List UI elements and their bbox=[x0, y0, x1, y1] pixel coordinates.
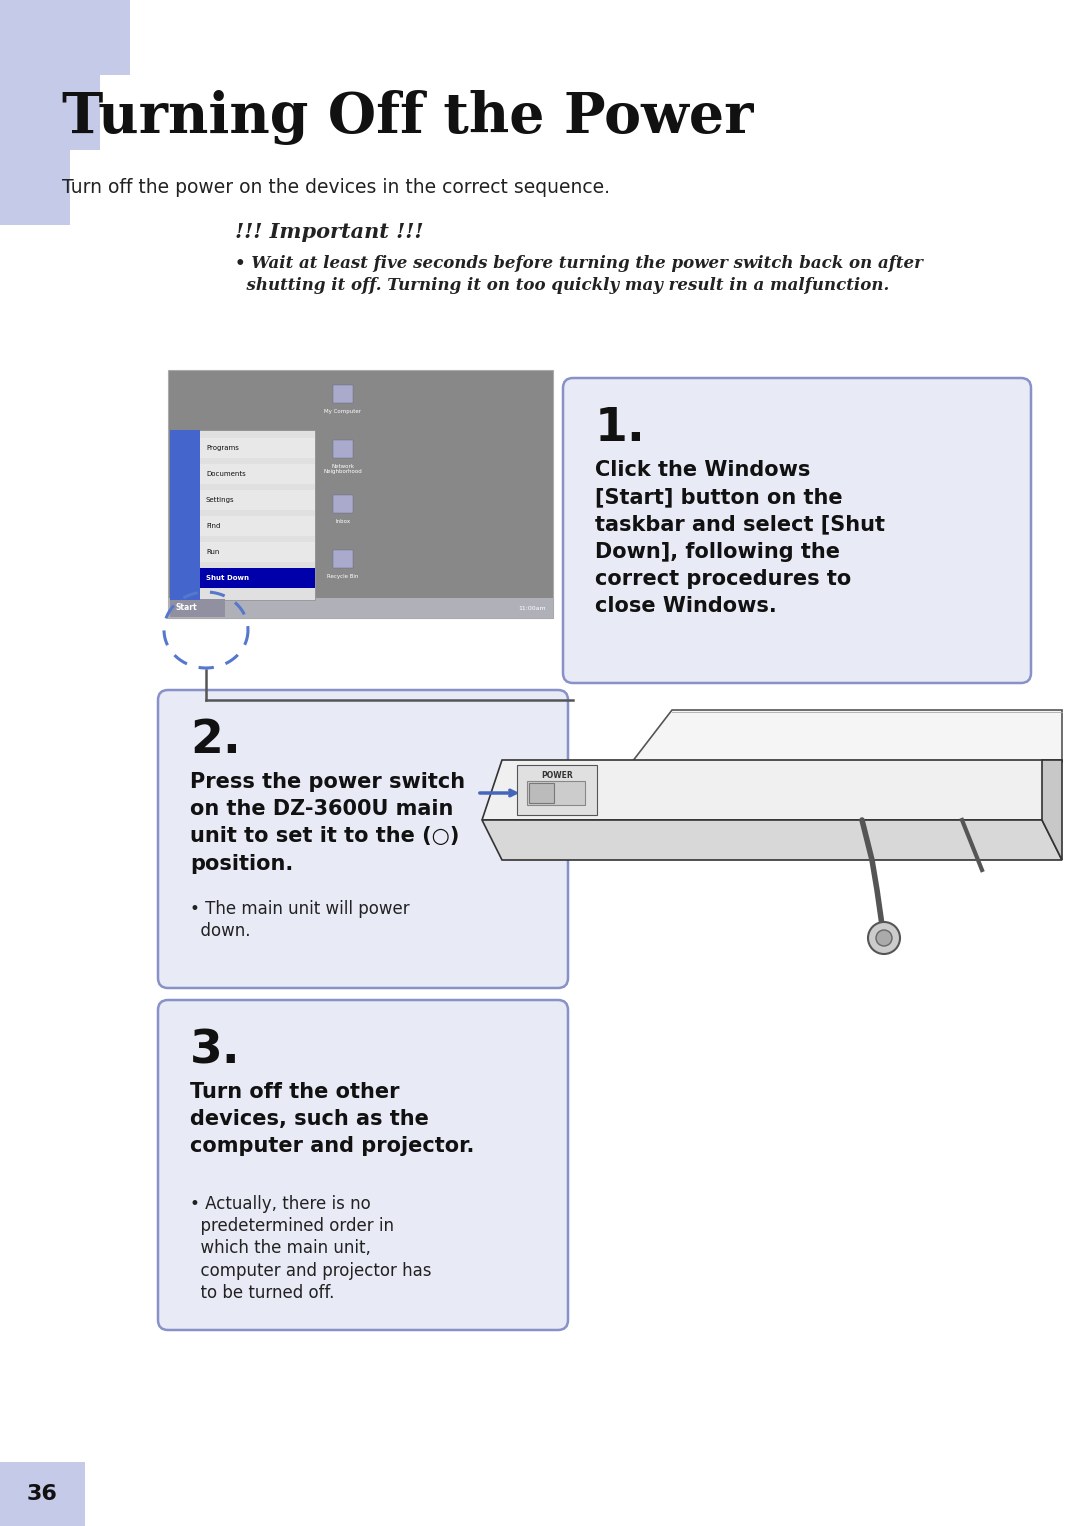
Bar bbox=[200, 542, 315, 562]
Bar bbox=[0, 75, 100, 150]
Text: 36: 36 bbox=[27, 1483, 57, 1505]
Bar bbox=[333, 439, 353, 458]
Polygon shape bbox=[1042, 760, 1062, 861]
Text: POWER: POWER bbox=[541, 771, 572, 780]
Bar bbox=[529, 783, 554, 803]
Text: !!! Important !!!: !!! Important !!! bbox=[235, 221, 423, 243]
Bar bbox=[333, 385, 353, 403]
Polygon shape bbox=[482, 760, 1062, 819]
Circle shape bbox=[876, 929, 892, 946]
Bar bbox=[200, 490, 315, 510]
Text: Settings: Settings bbox=[206, 497, 234, 504]
Bar bbox=[0, 0, 130, 75]
Bar bbox=[168, 369, 553, 618]
Text: 3.: 3. bbox=[190, 1029, 241, 1073]
Bar bbox=[333, 494, 353, 513]
Bar bbox=[200, 438, 315, 458]
Text: Find: Find bbox=[206, 523, 220, 530]
Bar bbox=[200, 516, 315, 536]
Text: Turn off the power on the devices in the correct sequence.: Turn off the power on the devices in the… bbox=[62, 179, 610, 197]
Text: Inbox: Inbox bbox=[336, 519, 351, 523]
Bar bbox=[517, 765, 597, 815]
Bar bbox=[0, 1462, 85, 1526]
Text: Run: Run bbox=[206, 549, 219, 555]
Bar bbox=[200, 568, 315, 588]
Text: My Computer: My Computer bbox=[324, 409, 362, 414]
Text: Documents: Documents bbox=[206, 472, 246, 478]
Bar bbox=[170, 430, 200, 600]
Text: Turn off the other
devices, such as the
computer and projector.: Turn off the other devices, such as the … bbox=[190, 1082, 474, 1157]
FancyBboxPatch shape bbox=[563, 378, 1031, 684]
Bar bbox=[333, 549, 353, 568]
Text: • Wait at least five seconds before turning the power switch back on after
  shu: • Wait at least five seconds before turn… bbox=[235, 255, 923, 295]
Text: 1.: 1. bbox=[595, 406, 646, 452]
Bar bbox=[168, 598, 553, 618]
Bar bbox=[170, 600, 225, 617]
Bar bbox=[0, 150, 70, 224]
Text: Network
Neighborhood: Network Neighborhood bbox=[324, 464, 363, 475]
Text: Recycle Bin: Recycle Bin bbox=[327, 574, 359, 578]
Text: • Actually, there is no
  predetermined order in
  which the main unit,
  comput: • Actually, there is no predetermined or… bbox=[190, 1195, 432, 1302]
Bar bbox=[170, 430, 315, 600]
Text: Press the power switch
on the DZ-3600U main
unit to set it to the (○)
position.: Press the power switch on the DZ-3600U m… bbox=[190, 772, 465, 873]
Text: Programs: Programs bbox=[206, 446, 239, 452]
Text: • The main unit will power
  down.: • The main unit will power down. bbox=[190, 900, 409, 940]
FancyBboxPatch shape bbox=[158, 1000, 568, 1331]
Bar bbox=[200, 464, 315, 484]
Circle shape bbox=[868, 922, 900, 954]
Text: Restart: Restart bbox=[206, 575, 231, 581]
Text: 2.: 2. bbox=[190, 719, 241, 763]
Polygon shape bbox=[482, 819, 1062, 861]
Bar bbox=[527, 781, 585, 806]
Text: 11:00am: 11:00am bbox=[518, 606, 545, 610]
Text: Start: Start bbox=[176, 603, 198, 612]
Polygon shape bbox=[632, 710, 1062, 761]
Text: Click the Windows
[Start] button on the
taskbar and select [Shut
Down], followin: Click the Windows [Start] button on the … bbox=[595, 459, 885, 617]
Bar bbox=[200, 568, 315, 588]
FancyBboxPatch shape bbox=[158, 690, 568, 987]
Text: Turning Off the Power: Turning Off the Power bbox=[62, 90, 754, 145]
Text: Shut Down: Shut Down bbox=[206, 575, 249, 581]
